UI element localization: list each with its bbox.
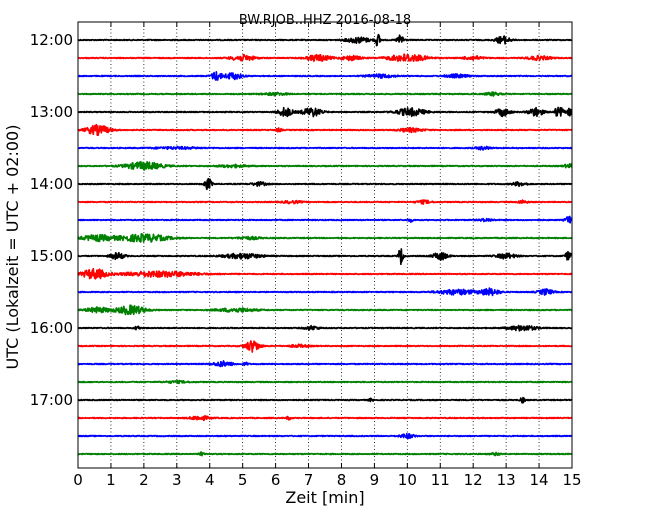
trace-1615	[77, 340, 573, 353]
x-axis-ticks: 0 1 2 3 4 5 6 7 8 9 10 11 12 13 14 15	[73, 22, 582, 489]
x-tick-label: 14	[530, 471, 549, 489]
trace-1715	[77, 415, 573, 422]
y-tick-label: 12:00	[30, 31, 73, 49]
y-tick-label: 13:00	[30, 103, 73, 121]
trace-1700	[77, 396, 573, 404]
x-tick-label: 9	[370, 471, 380, 489]
trace-1345	[77, 160, 573, 171]
plot-frame	[77, 21, 573, 469]
trace-1300	[77, 106, 573, 118]
grid-lines	[110, 22, 540, 468]
trace-1600	[77, 324, 573, 332]
y-tick-label: 14:00	[30, 175, 73, 193]
y-tick-label: 15:00	[30, 247, 73, 265]
x-tick-label: 7	[304, 471, 314, 489]
x-tick-label: 4	[205, 471, 215, 489]
x-tick-label: 2	[139, 471, 149, 489]
chart-title: BW.RJOB..HHZ 2016-08-18	[239, 13, 411, 28]
trace-group	[77, 33, 573, 457]
trace-1515	[77, 267, 573, 280]
x-tick-label: 3	[172, 471, 182, 489]
x-tick-label: 6	[271, 471, 281, 489]
y-axis-ticks: 12:00 13:00 14:00 15:00 16:00 17:00	[30, 31, 572, 409]
y-tick-label: 17:00	[30, 391, 73, 409]
trace-1400	[77, 177, 573, 191]
trace-1545	[77, 304, 573, 316]
trace-1645	[77, 379, 573, 385]
x-axis-label: Zeit [min]	[285, 488, 364, 507]
trace-1215	[77, 53, 573, 63]
trace-1530	[77, 287, 573, 297]
trace-1430	[77, 215, 573, 224]
trace-1245	[77, 91, 573, 97]
x-tick-label: 8	[337, 471, 347, 489]
x-tick-label: 11	[431, 471, 450, 489]
trace-1730	[77, 432, 573, 440]
x-tick-label: 0	[73, 471, 83, 489]
trace-1745	[77, 451, 573, 457]
trace-1230	[77, 71, 573, 81]
x-tick-label: 13	[497, 471, 516, 489]
trace-1330	[77, 145, 573, 151]
x-tick-label: 1	[106, 471, 116, 489]
y-axis-label: UTC (Lokalzeit = UTC + 02:00)	[3, 125, 22, 370]
trace-1630	[77, 360, 573, 368]
trace-1500	[77, 248, 573, 266]
x-tick-label: 12	[464, 471, 483, 489]
trace-1445	[77, 232, 573, 243]
y-tick-label: 16:00	[30, 319, 73, 337]
trace-1415	[77, 199, 573, 205]
x-tick-label: 15	[562, 471, 581, 489]
trace-1200	[77, 33, 573, 47]
x-tick-label: 5	[238, 471, 248, 489]
x-tick-label: 10	[398, 471, 417, 489]
trace-1315	[77, 123, 573, 136]
